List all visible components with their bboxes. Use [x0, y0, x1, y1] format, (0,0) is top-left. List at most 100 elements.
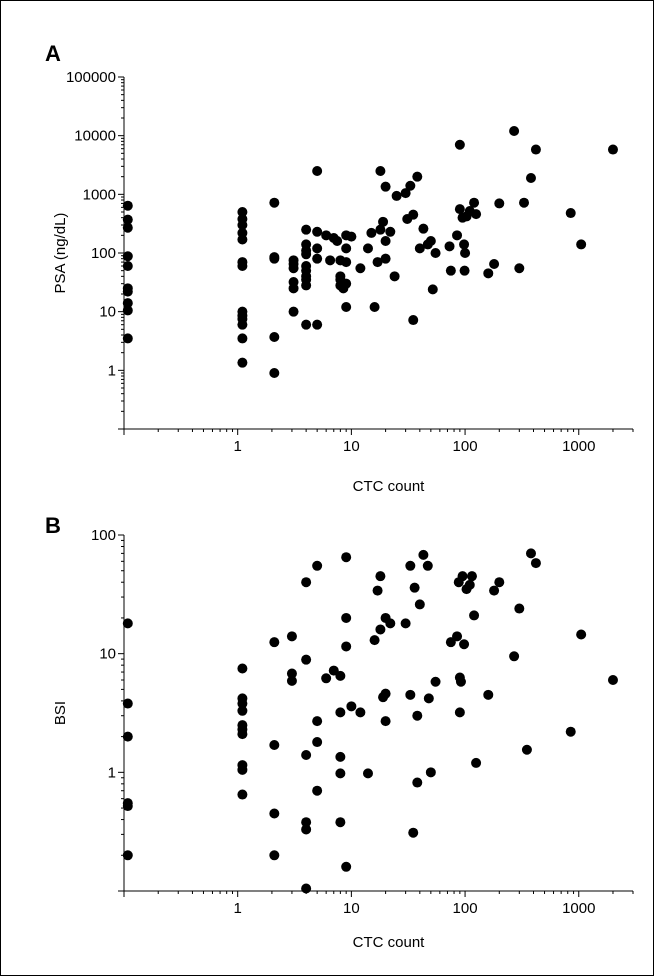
data-point-a — [380, 236, 391, 247]
data-point-a — [452, 230, 463, 241]
data-point-a — [459, 265, 470, 276]
data-point-b — [269, 850, 280, 861]
data-point-b — [312, 716, 323, 727]
data-point-a — [530, 144, 541, 155]
data-point-a — [288, 263, 299, 274]
x-tick-label-a: 10 — [343, 438, 360, 455]
data-point-b — [237, 789, 248, 800]
data-point-b — [471, 757, 482, 768]
data-point-a — [301, 249, 312, 260]
data-point-a — [341, 257, 352, 268]
data-point-b — [408, 827, 419, 838]
data-point-b — [409, 582, 420, 593]
data-point-a — [425, 236, 436, 247]
data-point-a — [519, 197, 530, 208]
data-point-b — [321, 673, 332, 684]
data-point-b — [335, 670, 346, 681]
data-point-a — [122, 333, 133, 344]
data-point-b — [286, 668, 297, 679]
x-axis-label-b: CTC count — [353, 934, 426, 951]
data-point-a — [380, 253, 391, 264]
data-point-a — [427, 284, 438, 295]
data-point-b — [514, 603, 525, 614]
data-point-a — [269, 368, 280, 379]
data-point-a — [122, 214, 133, 225]
data-point-b — [286, 675, 297, 686]
data-point-a — [301, 224, 312, 235]
data-point-b — [362, 768, 373, 779]
data-point-a — [312, 319, 323, 330]
data-point-a — [408, 315, 419, 326]
data-point-b — [483, 689, 494, 700]
data-point-a — [494, 198, 505, 209]
x-axis-label-a: CTC count — [353, 478, 426, 495]
data-point-a — [454, 204, 465, 215]
data-point-a — [430, 248, 441, 258]
data-point-a — [122, 200, 133, 211]
data-point-a — [418, 223, 429, 234]
data-point-b — [312, 737, 323, 748]
y-tick-label-a: 1 — [108, 362, 116, 379]
data-point-a — [459, 239, 470, 250]
data-point-a — [483, 268, 494, 279]
data-point-b — [301, 824, 312, 835]
data-point-b — [423, 693, 434, 704]
data-point-b — [301, 577, 312, 588]
data-point-b — [412, 777, 423, 788]
data-point-b — [301, 749, 312, 760]
data-point-a — [362, 243, 373, 254]
data-point-a — [122, 305, 133, 316]
data-point-b — [335, 817, 346, 828]
data-point-b — [375, 624, 386, 635]
data-point-b — [469, 610, 480, 621]
data-point-b — [301, 654, 312, 665]
data-point-a — [444, 241, 455, 252]
data-point-b — [286, 631, 297, 642]
y-tick-label-a: 100 — [91, 245, 116, 262]
data-point-a — [237, 206, 248, 217]
data-point-a — [269, 331, 280, 342]
data-point-a — [525, 172, 536, 183]
data-point-a — [312, 243, 323, 254]
data-point-a — [301, 280, 312, 291]
data-point-a — [391, 190, 402, 201]
x-tick-label-a: 100 — [453, 438, 478, 455]
data-point-a — [237, 357, 248, 368]
y-axis-label-b: BSI — [52, 701, 69, 725]
data-point-a — [321, 230, 332, 241]
data-point-a — [346, 231, 357, 242]
data-point-b — [237, 764, 248, 775]
data-point-b — [385, 618, 396, 629]
x-tick-label-a: 1 — [234, 438, 242, 455]
data-point-b — [464, 579, 475, 590]
data-point-b — [269, 739, 280, 750]
data-point-b — [375, 571, 386, 582]
data-point-b — [380, 716, 391, 727]
data-point-a — [312, 253, 323, 264]
data-point-b — [466, 571, 477, 582]
data-point-a — [237, 261, 248, 272]
data-point-b — [372, 585, 383, 596]
y-tick-label-a: 10 — [99, 304, 116, 321]
panel-letter-b: B — [45, 513, 61, 538]
data-point-a — [301, 319, 312, 330]
data-point-b — [341, 612, 352, 623]
data-point-b — [412, 710, 423, 721]
data-point-a — [341, 243, 352, 254]
data-point-b — [312, 560, 323, 571]
data-point-b — [335, 707, 346, 718]
data-point-a — [375, 165, 386, 176]
data-point-a — [122, 298, 133, 309]
data-point-a — [445, 265, 456, 276]
data-point-a — [332, 236, 343, 247]
data-point-a — [400, 188, 411, 199]
data-point-a — [454, 139, 465, 150]
data-point-b — [335, 768, 346, 779]
data-point-a — [355, 263, 366, 274]
data-point-b — [269, 637, 280, 648]
data-point-b — [341, 861, 352, 872]
data-point-a — [237, 333, 248, 344]
data-point-b — [525, 548, 536, 559]
y-tick-label-b: 10 — [99, 646, 116, 663]
